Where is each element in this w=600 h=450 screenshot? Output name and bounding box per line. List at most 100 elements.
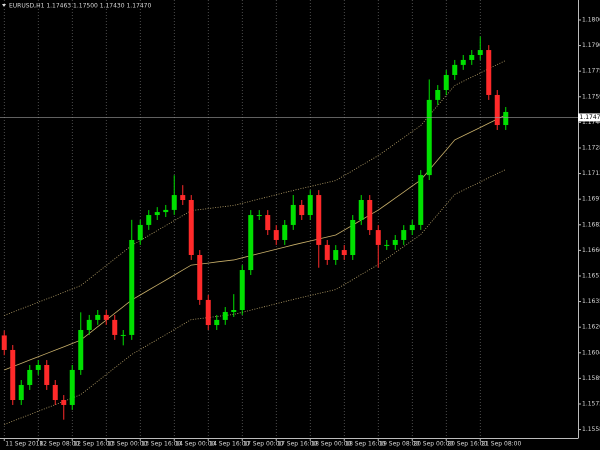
candle-body <box>443 74 449 91</box>
y-tick-label: 1.16355 <box>582 298 600 305</box>
candle-body <box>324 244 330 260</box>
candle-body <box>426 99 432 176</box>
candle-body <box>154 212 160 216</box>
candle-body <box>180 195 186 201</box>
candle-body <box>273 230 279 240</box>
y-tick-label: 1.17130 <box>582 170 600 177</box>
candle-body <box>18 384 24 401</box>
x-tick-label: 20 Sep 00:00 <box>413 441 453 448</box>
candle-body <box>239 270 245 311</box>
y-tick-label: 1.17285 <box>582 144 600 151</box>
y-tick-label: 1.16200 <box>582 324 600 331</box>
band-line <box>4 60 506 316</box>
candle-body <box>282 224 288 240</box>
candle-body <box>52 384 58 401</box>
candle-body <box>78 329 84 370</box>
candle-body <box>265 215 271 231</box>
x-tick-label: 17 Sep 16:00 <box>277 441 317 448</box>
x-tick-label: 11 Sep 2018 <box>5 441 43 448</box>
x-tick-label: 13 Sep 16:00 <box>141 441 181 448</box>
current-price-box <box>578 113 600 122</box>
candle-body <box>307 195 313 216</box>
candle-body <box>350 219 356 256</box>
x-tick-label: 13 Sep 00:00 <box>107 441 147 448</box>
y-tick-label: 1.16665 <box>582 247 600 254</box>
x-tick-label: 14 Sep 16:00 <box>209 441 249 448</box>
candle-body <box>460 59 466 65</box>
candle-body <box>486 50 492 95</box>
candle-body <box>477 50 483 55</box>
band-line <box>4 169 506 425</box>
candle-body <box>163 209 169 213</box>
candle-body <box>197 255 203 300</box>
candle-body <box>103 314 109 320</box>
candle-body <box>61 400 67 405</box>
y-tick-label: 1.16820 <box>582 221 600 228</box>
y-tick-label: 1.18060 <box>582 16 600 23</box>
candle-body <box>137 224 143 240</box>
candle-body <box>205 299 211 326</box>
y-tick-label: 1.16510 <box>582 272 600 279</box>
candle-body <box>418 175 424 225</box>
candle-body <box>231 310 237 312</box>
candle-body <box>341 250 347 256</box>
candle-body <box>384 244 390 246</box>
x-tick-label: 21 Sep 08:00 <box>481 441 521 448</box>
candle-body <box>494 94 500 126</box>
candle-body <box>129 239 135 335</box>
candle-body <box>367 200 373 231</box>
candle-body <box>435 90 441 100</box>
y-tick-label: 1.15580 <box>582 426 600 433</box>
candle-body <box>248 215 254 271</box>
y-tick-label: 1.15735 <box>582 400 600 407</box>
current-price-label: 1.17470 <box>580 114 600 121</box>
y-tick-label: 1.17905 <box>582 42 600 49</box>
candle-body <box>316 195 322 245</box>
candle-body <box>452 64 458 75</box>
x-tick-label: 18 Sep 16:00 <box>345 441 385 448</box>
candle-body <box>86 319 92 330</box>
candle-body <box>299 204 305 216</box>
y-tick-label: 1.17440 <box>582 119 600 126</box>
candle-body <box>333 250 339 260</box>
candle-body <box>214 319 220 326</box>
candle-body <box>469 54 475 60</box>
y-tick-label: 1.15890 <box>582 375 600 382</box>
x-tick-label: 18 Sep 00:00 <box>311 441 351 448</box>
x-tick-label: 17 Sep 00:00 <box>243 441 283 448</box>
candle-body <box>256 215 262 217</box>
x-tick-label: 20 Sep 16:00 <box>447 441 487 448</box>
candle-body <box>35 365 41 370</box>
y-tick-label: 1.17595 <box>582 93 600 100</box>
x-tick-label: 12 Sep 16:00 <box>73 441 113 448</box>
candle-body <box>409 224 415 231</box>
candle-body <box>10 349 16 401</box>
candle-body <box>358 200 364 220</box>
symbol-marker <box>2 4 6 7</box>
candle-body <box>1 335 7 350</box>
candle-body <box>95 314 101 320</box>
candle-body <box>503 111 509 126</box>
x-tick-label: 12 Sep 08:00 <box>39 441 79 448</box>
x-tick-label: 14 Sep 00:00 <box>175 441 215 448</box>
candle-body <box>112 319 118 335</box>
candle-body <box>290 204 296 225</box>
candle-body <box>27 369 33 385</box>
candle-body <box>146 215 152 225</box>
y-tick-label: 1.17750 <box>582 68 600 75</box>
candle-body <box>375 230 381 245</box>
chart-title: EURUSD,H1 1.17463 1.17500 1.17430 1.1747… <box>9 3 151 10</box>
candle-body <box>222 311 228 320</box>
y-tick-label: 1.16975 <box>582 196 600 203</box>
candle-body <box>392 239 398 245</box>
candle-body <box>120 334 126 336</box>
y-tick-label: 1.16045 <box>582 349 600 356</box>
candle-body <box>69 369 75 405</box>
candle-body <box>401 230 407 240</box>
candle-body <box>44 365 50 385</box>
x-tick-label: 19 Sep 08:00 <box>379 441 419 448</box>
candle-body <box>188 200 194 256</box>
candle-body <box>171 195 177 210</box>
